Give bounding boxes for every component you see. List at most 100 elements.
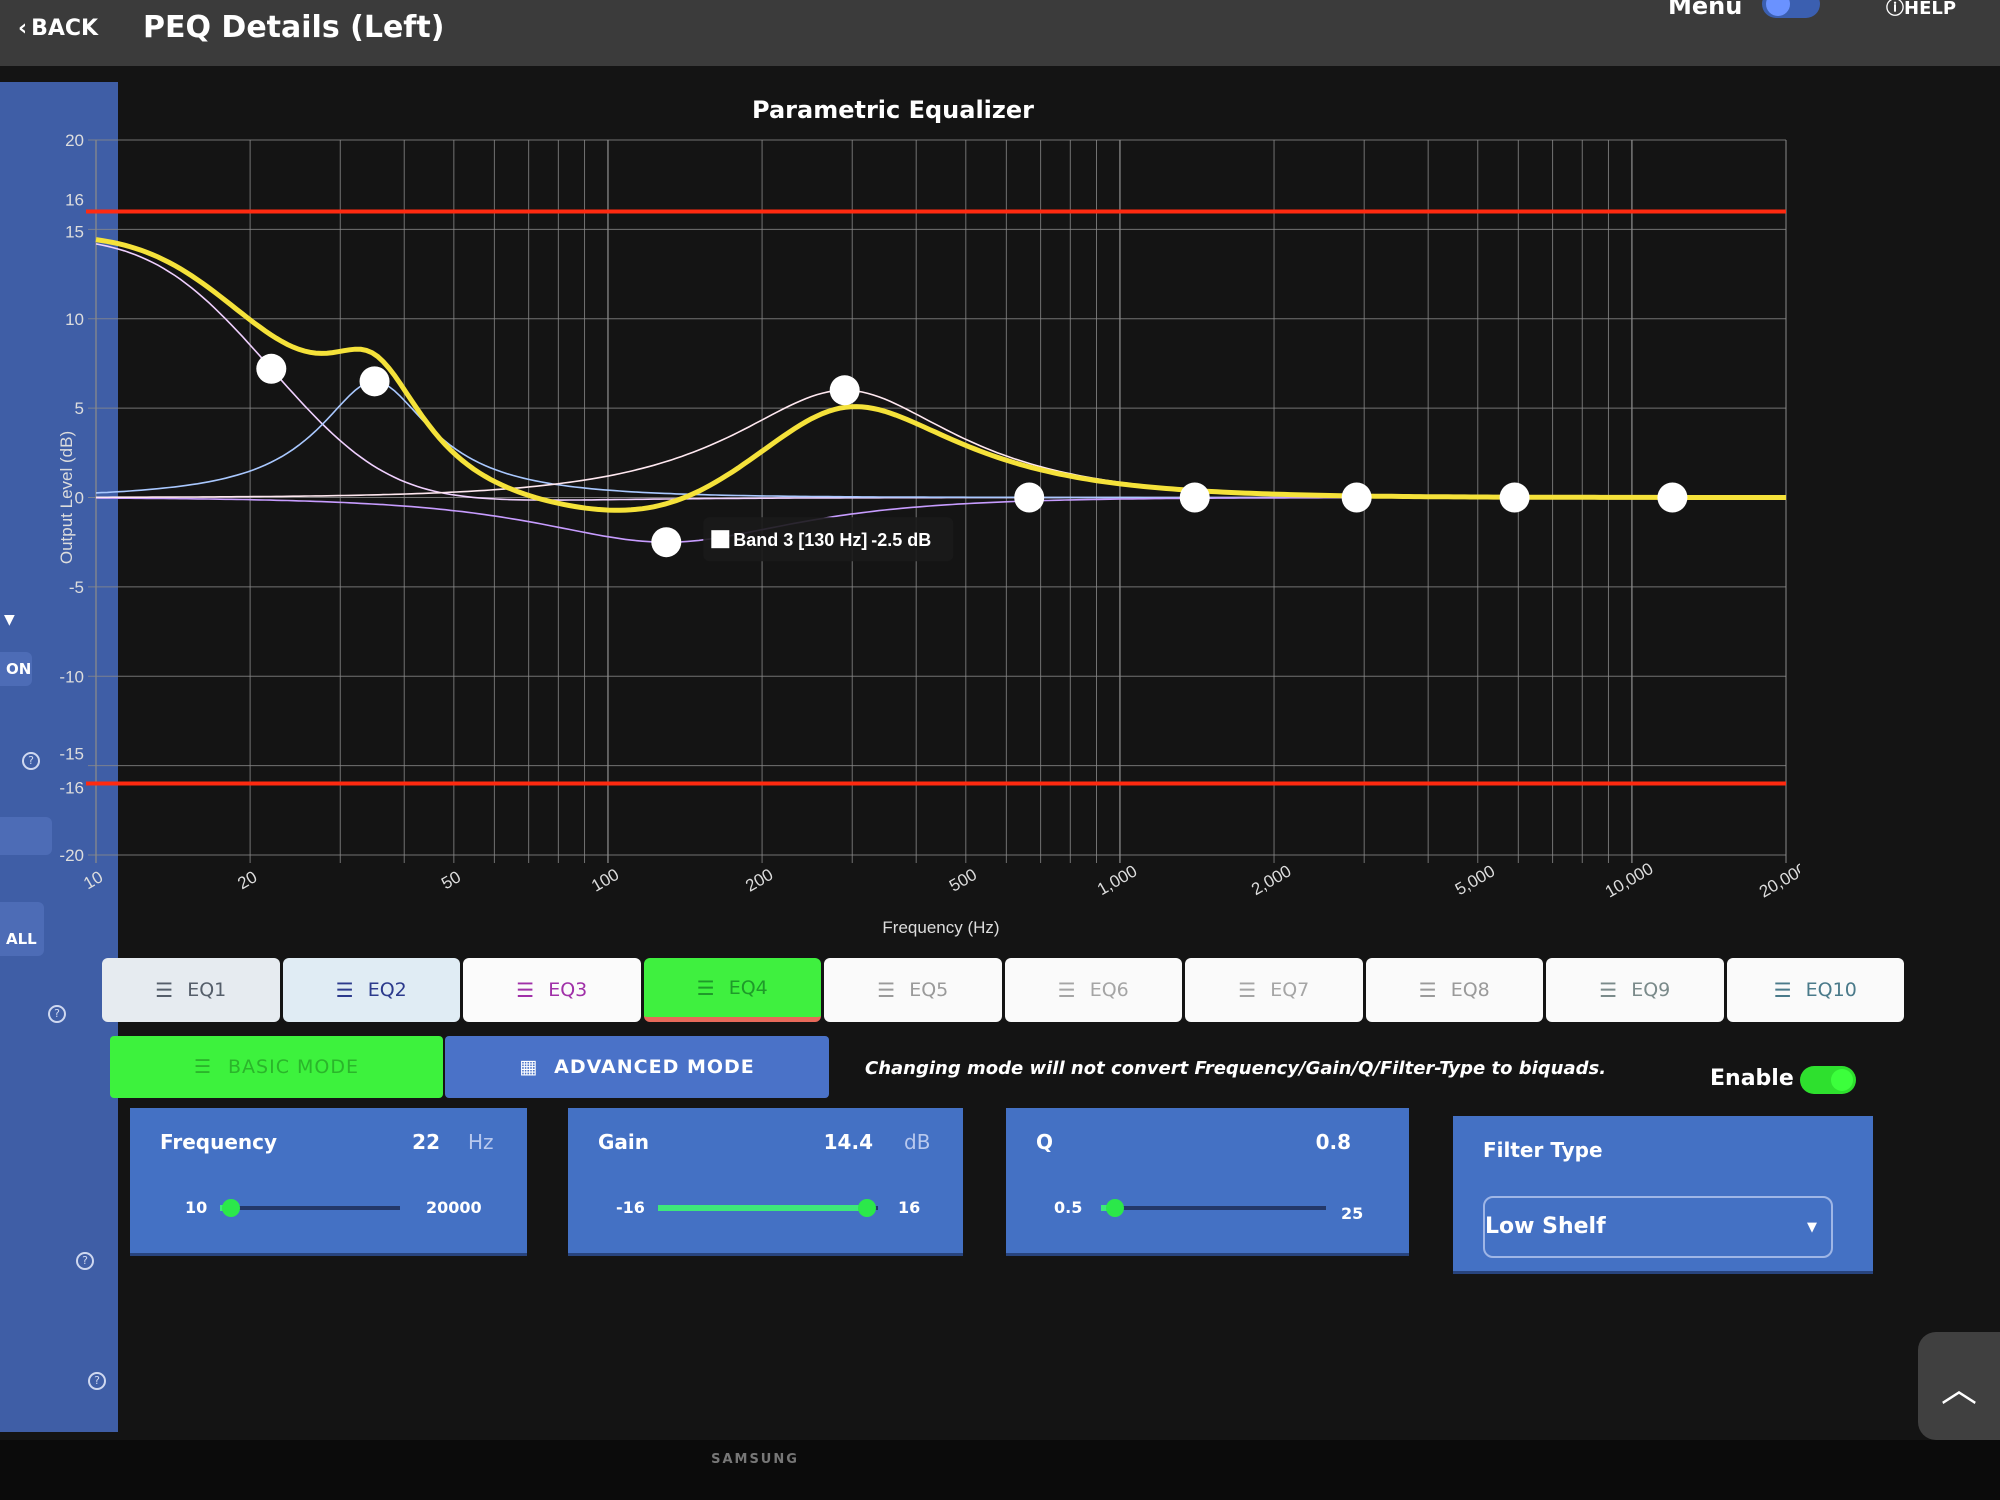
- tooltip-swatch: [711, 530, 730, 549]
- y-tick-label: 10: [65, 310, 84, 329]
- y-tick-label: 16: [65, 191, 84, 210]
- header-bar: ‹ BACK PEQ Details (Left) Menu ⓘHELP: [0, 0, 2000, 66]
- x-tick-label: 10: [80, 867, 106, 893]
- x-tick-label: 5,000: [1452, 861, 1498, 899]
- band-handle[interactable]: [1014, 482, 1045, 513]
- calculator-icon: ▦: [519, 1056, 539, 1078]
- sliders-icon: ☰: [1773, 978, 1792, 1002]
- frequency-unit: Hz: [468, 1130, 494, 1154]
- band-handle[interactable]: [1657, 482, 1688, 513]
- sidebar-button[interactable]: [0, 817, 52, 855]
- gain-max: 16: [898, 1198, 921, 1217]
- chart-title: Parametric Equalizer: [752, 96, 1034, 124]
- filter-type-label: Filter Type: [1483, 1138, 1603, 1162]
- sidebar: ▼ ON ? ALL ? ? ?: [0, 82, 118, 1432]
- tab-eq5[interactable]: ☰ EQ5: [824, 958, 1002, 1022]
- help-icon[interactable]: ?: [48, 1005, 66, 1023]
- tab-eq4[interactable]: ☰ EQ4: [643, 958, 821, 1022]
- caret-down-icon: ▼: [1807, 1220, 1817, 1235]
- tab-eq2[interactable]: ☰ EQ2: [282, 958, 460, 1022]
- y-tick-label: 15: [65, 222, 84, 241]
- scroll-to-top-button[interactable]: ︿: [1918, 1332, 2000, 1440]
- enable-toggle[interactable]: [1800, 1066, 1856, 1094]
- help-icon[interactable]: ?: [88, 1372, 106, 1390]
- y-tick-label: 5: [75, 399, 84, 418]
- chevron-left-icon: ‹: [18, 16, 28, 41]
- eq-tabs: ☰ EQ1 ☰ EQ2 ☰ EQ3 ☰ EQ4 ☰ EQ5 ☰ EQ6 ☰ EQ7 ☰ EQ8 …: [102, 958, 1904, 1022]
- tab-eq3[interactable]: ☰ EQ3: [463, 958, 641, 1022]
- gain-value[interactable]: 14.4: [823, 1130, 873, 1154]
- x-tick-label: 100: [588, 865, 622, 896]
- help-icon[interactable]: ?: [76, 1252, 94, 1270]
- y-tick-label: 20: [65, 131, 84, 150]
- y-axis-label: Output Level (dB): [57, 431, 76, 564]
- sidebar-all-button[interactable]: ALL: [0, 902, 44, 956]
- frequency-max: 20000: [426, 1198, 482, 1217]
- x-tick-label: 200: [742, 865, 776, 896]
- gain-unit: dB: [904, 1130, 931, 1154]
- caret-down-icon[interactable]: ▼: [4, 612, 15, 628]
- sliders-icon: ☰: [193, 1056, 213, 1078]
- q-slider[interactable]: [1101, 1199, 1326, 1217]
- filter-type-select[interactable]: Low Shelf ▼: [1483, 1196, 1833, 1258]
- help-icon: ⓘ: [1886, 0, 1904, 19]
- q-min: 0.5: [1054, 1198, 1083, 1217]
- sliders-icon: ☰: [155, 978, 174, 1002]
- band-handle[interactable]: [1341, 482, 1372, 513]
- sliders-icon: ☰: [1599, 978, 1618, 1002]
- band-handle[interactable]: [1499, 482, 1530, 513]
- y-tick-label: -16: [59, 779, 84, 798]
- q-label: Q: [1036, 1130, 1054, 1154]
- mode-note: Changing mode will not convert Frequency…: [865, 1058, 1607, 1079]
- y-tick-label: 0: [75, 489, 84, 508]
- band-handle[interactable]: [651, 527, 682, 558]
- gain-slider[interactable]: [658, 1199, 878, 1217]
- x-tick-label: 50: [438, 867, 464, 893]
- frequency-value[interactable]: 22: [412, 1130, 440, 1154]
- x-axis-label: Frequency (Hz): [882, 918, 999, 937]
- q-panel: Q 0.8 0.5 25: [1006, 1108, 1409, 1256]
- gain-min: -16: [616, 1198, 645, 1217]
- filter-type-panel: Filter Type Low Shelf ▼: [1453, 1116, 1873, 1274]
- y-tick-label: -10: [59, 667, 84, 686]
- slider-handle[interactable]: [1105, 1199, 1124, 1217]
- q-value[interactable]: 0.8: [1315, 1130, 1351, 1154]
- x-tick-label: 10,000: [1602, 859, 1657, 901]
- tooltip-label: Band 3 [130 Hz]: [733, 530, 867, 550]
- tooltip-box: [703, 517, 954, 562]
- menu-toggle[interactable]: [1762, 0, 1820, 18]
- tab-eq9[interactable]: ☰ EQ9: [1546, 958, 1724, 1022]
- y-tick-label: -5: [69, 578, 84, 597]
- sliders-icon: ☰: [1238, 978, 1257, 1002]
- help-icon[interactable]: ?: [22, 752, 40, 770]
- x-tick-label: 1,000: [1094, 861, 1140, 899]
- sidebar-on-button[interactable]: ON: [0, 652, 32, 686]
- band-handle[interactable]: [829, 375, 860, 406]
- frequency-slider[interactable]: [220, 1199, 400, 1217]
- slider-handle[interactable]: [221, 1199, 240, 1217]
- sliders-icon: ☰: [1057, 978, 1076, 1002]
- sliders-icon: ☰: [696, 975, 715, 1000]
- band-handle[interactable]: [359, 366, 390, 397]
- tab-eq1[interactable]: ☰ EQ1: [102, 958, 280, 1022]
- total-response-curve: [95, 237, 1786, 513]
- y-tick-label: -20: [59, 846, 84, 865]
- basic-mode-button[interactable]: ☰ BASIC MODE: [110, 1036, 443, 1098]
- advanced-mode-button[interactable]: ▦ ADVANCED MODE: [445, 1036, 829, 1098]
- slider-handle[interactable]: [858, 1199, 876, 1217]
- band-handle[interactable]: [1179, 482, 1210, 513]
- back-button[interactable]: ‹ BACK: [18, 16, 98, 41]
- sliders-icon: ☰: [516, 978, 535, 1002]
- x-tick-label: 20,000: [1756, 859, 1800, 901]
- tab-eq7[interactable]: ☰ EQ7: [1185, 958, 1363, 1022]
- tab-eq10[interactable]: ☰ EQ10: [1726, 958, 1904, 1022]
- frequency-panel: Frequency 22 Hz 10 20000: [130, 1108, 527, 1256]
- enable-label: Enable: [1710, 1066, 1794, 1091]
- tab-eq6[interactable]: ☰ EQ6: [1004, 958, 1182, 1022]
- help-button[interactable]: ⓘHELP: [1886, 0, 1957, 19]
- band-curve: [95, 243, 1786, 501]
- menu-label: Menu: [1668, 0, 1743, 20]
- tab-eq8[interactable]: ☰ EQ8: [1365, 958, 1543, 1022]
- band-handle[interactable]: [256, 353, 287, 384]
